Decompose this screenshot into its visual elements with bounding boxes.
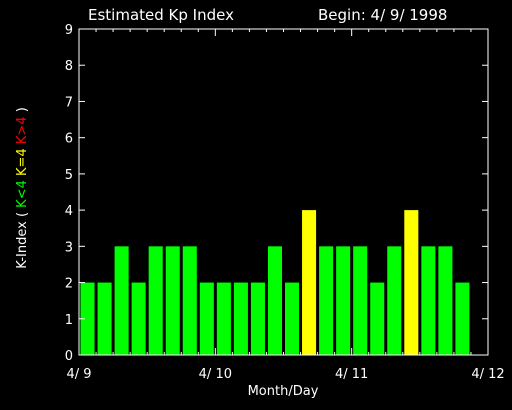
x-tick-labels: 4/ 9 4/ 10 4/ 11 4/ 12 [66, 367, 504, 382]
kp-bar [285, 282, 300, 355]
kp-bar [455, 282, 470, 355]
y-tick-label: 0 [65, 349, 73, 364]
bars [80, 210, 470, 355]
kp-bar [302, 210, 317, 355]
begin-date-label: Begin: 4/ 9/ 1998 [318, 6, 447, 24]
kp-bar [267, 246, 282, 355]
y-axis-label-low: K<4 [15, 180, 30, 208]
y-tick-label: 8 [65, 59, 73, 74]
x-axis-label: Month/Day [248, 384, 319, 399]
y-tick-labels: 0 1 2 3 4 5 6 7 8 9 [65, 23, 73, 364]
plot-frame [78, 28, 489, 356]
y-axis-label-suffix: ) [15, 107, 30, 116]
kp-bar [148, 246, 163, 355]
kp-bar [336, 246, 351, 355]
y-tick-label: 6 [65, 132, 73, 147]
kp-bar [404, 210, 419, 355]
kp-bar [387, 246, 402, 355]
y-tick-label: 2 [65, 277, 73, 292]
x-tick-label: 4/ 12 [471, 367, 504, 382]
y-tick-label: 5 [65, 168, 73, 183]
kp-bar [165, 246, 180, 355]
kp-bar [438, 246, 453, 355]
kp-bar [114, 246, 129, 355]
kp-bar [80, 282, 95, 355]
kp-bar [182, 246, 197, 355]
kp-bar [199, 282, 214, 355]
kp-bar [97, 282, 112, 355]
kp-bar [319, 246, 334, 355]
x-tick-label: 4/ 9 [66, 367, 91, 382]
y-tick-label: 7 [65, 95, 73, 110]
y-axis-label-high: K>4 [15, 116, 30, 144]
y-tick-label: 4 [65, 204, 73, 219]
y-axis-label-prefix: K-Index ( [15, 208, 30, 269]
kp-bar [353, 246, 368, 355]
y-axis-label-mid: K=4 [15, 148, 30, 176]
chart-title: Estimated Kp Index [88, 6, 234, 24]
kp-bar [131, 282, 146, 355]
y-tick-label: 9 [65, 23, 73, 38]
kp-bar [250, 282, 265, 355]
kp-bar [233, 282, 248, 355]
y-tick-label: 3 [65, 240, 73, 255]
y-tick-label: 1 [65, 313, 73, 328]
kp-bar [216, 282, 231, 355]
kp-bar [370, 282, 385, 355]
y-axis-label: K-Index ( K<4 K=4 K>4 ) [15, 107, 30, 269]
x-tick-label: 4/ 11 [335, 367, 368, 382]
x-tick-label: 4/ 10 [199, 367, 232, 382]
kp-bar [421, 246, 436, 355]
